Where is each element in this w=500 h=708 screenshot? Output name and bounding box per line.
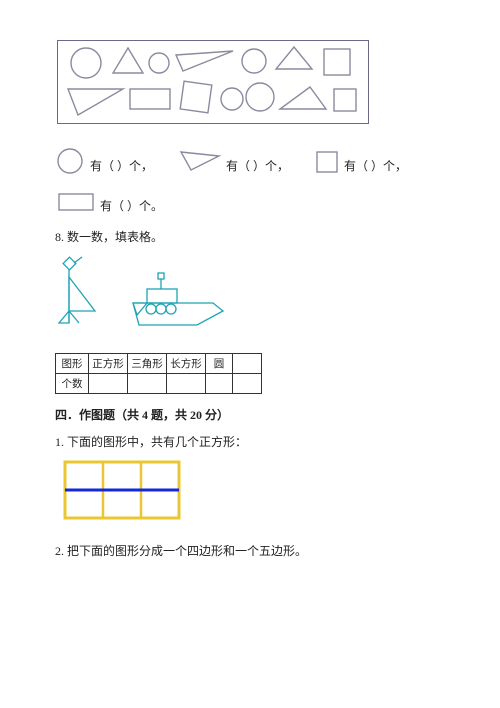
- triangle-shape: [113, 48, 143, 73]
- q8-label: 8. 数一数，填表格。: [55, 228, 445, 245]
- rectangle-answer-text: 有（ ）个。: [100, 197, 163, 214]
- rectangle-icon: [55, 188, 97, 214]
- th-rect: 长方形: [167, 354, 206, 374]
- square-icon: [313, 146, 341, 174]
- cell-square: [89, 374, 128, 394]
- triangle-shape: [280, 87, 326, 109]
- cell-blank: [233, 374, 262, 394]
- square-answer-text: 有（ ）个，: [344, 157, 407, 174]
- circle-answer-text: 有（ ）个，: [90, 157, 153, 174]
- cell-rect: [167, 374, 206, 394]
- s4-q1: 1. 下面的图形中，共有几个正方形：: [55, 433, 445, 450]
- cell-circle: [206, 374, 233, 394]
- th-blank: [233, 354, 262, 374]
- square-shape: [334, 89, 356, 111]
- circle-icon: [55, 144, 87, 174]
- th-circle: 圆: [206, 354, 233, 374]
- triangle-shape: [276, 47, 312, 69]
- count-table: 图形 正方形 三角形 长方形 圆 个数: [55, 353, 262, 394]
- th-triangle: 三角形: [128, 354, 167, 374]
- triangle-answer-text: 有（ ）个，: [226, 157, 289, 174]
- circle-shape: [149, 53, 169, 73]
- rectangle-shape: [130, 89, 170, 109]
- triangle-icon: [177, 146, 223, 174]
- square-shape: [180, 81, 212, 113]
- circle-shape: [242, 49, 266, 73]
- shapes-collection-box: [57, 40, 369, 124]
- square-grid: [63, 460, 445, 528]
- shapes-collection-svg: [58, 41, 368, 123]
- th-shape: 图形: [56, 354, 89, 374]
- s4-q2: 2. 把下面的图形分成一个四边形和一个五边形。: [55, 542, 445, 559]
- circle-shape: [221, 88, 243, 110]
- th-square: 正方形: [89, 354, 128, 374]
- q8-figures: [55, 255, 445, 339]
- cell-triangle: [128, 374, 167, 394]
- triangle-shape: [176, 51, 233, 71]
- square-shape: [324, 49, 350, 75]
- circle-shape: [246, 83, 274, 111]
- answer-rows: 有（ ）个， 有（ ）个， 有（ ）个， 有（ ）个。: [55, 144, 445, 214]
- circle-shape: [71, 48, 101, 78]
- row-label: 个数: [56, 374, 89, 394]
- triangle-shape: [68, 89, 123, 115]
- section4-title: 四．作图题（共 4 题，共 20 分）: [55, 406, 445, 423]
